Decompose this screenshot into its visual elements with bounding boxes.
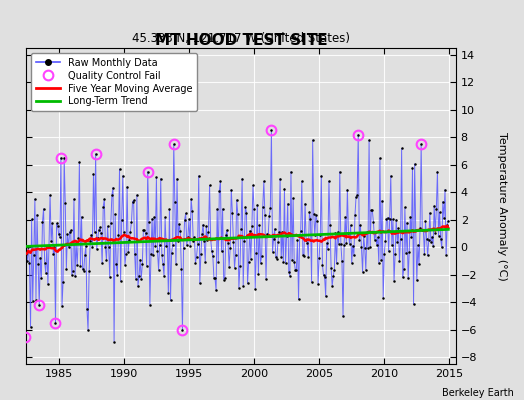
Title: MT HOOD TEST SITE: MT HOOD TEST SITE	[155, 33, 328, 48]
Legend: Raw Monthly Data, Quality Control Fail, Five Year Moving Average, Long-Term Tren: Raw Monthly Data, Quality Control Fail, …	[31, 53, 198, 111]
Text: 45.333 N, 121.717 W (United States): 45.333 N, 121.717 W (United States)	[132, 32, 350, 45]
Y-axis label: Temperature Anomaly (°C): Temperature Anomaly (°C)	[497, 132, 507, 280]
Text: Berkeley Earth: Berkeley Earth	[442, 388, 514, 398]
